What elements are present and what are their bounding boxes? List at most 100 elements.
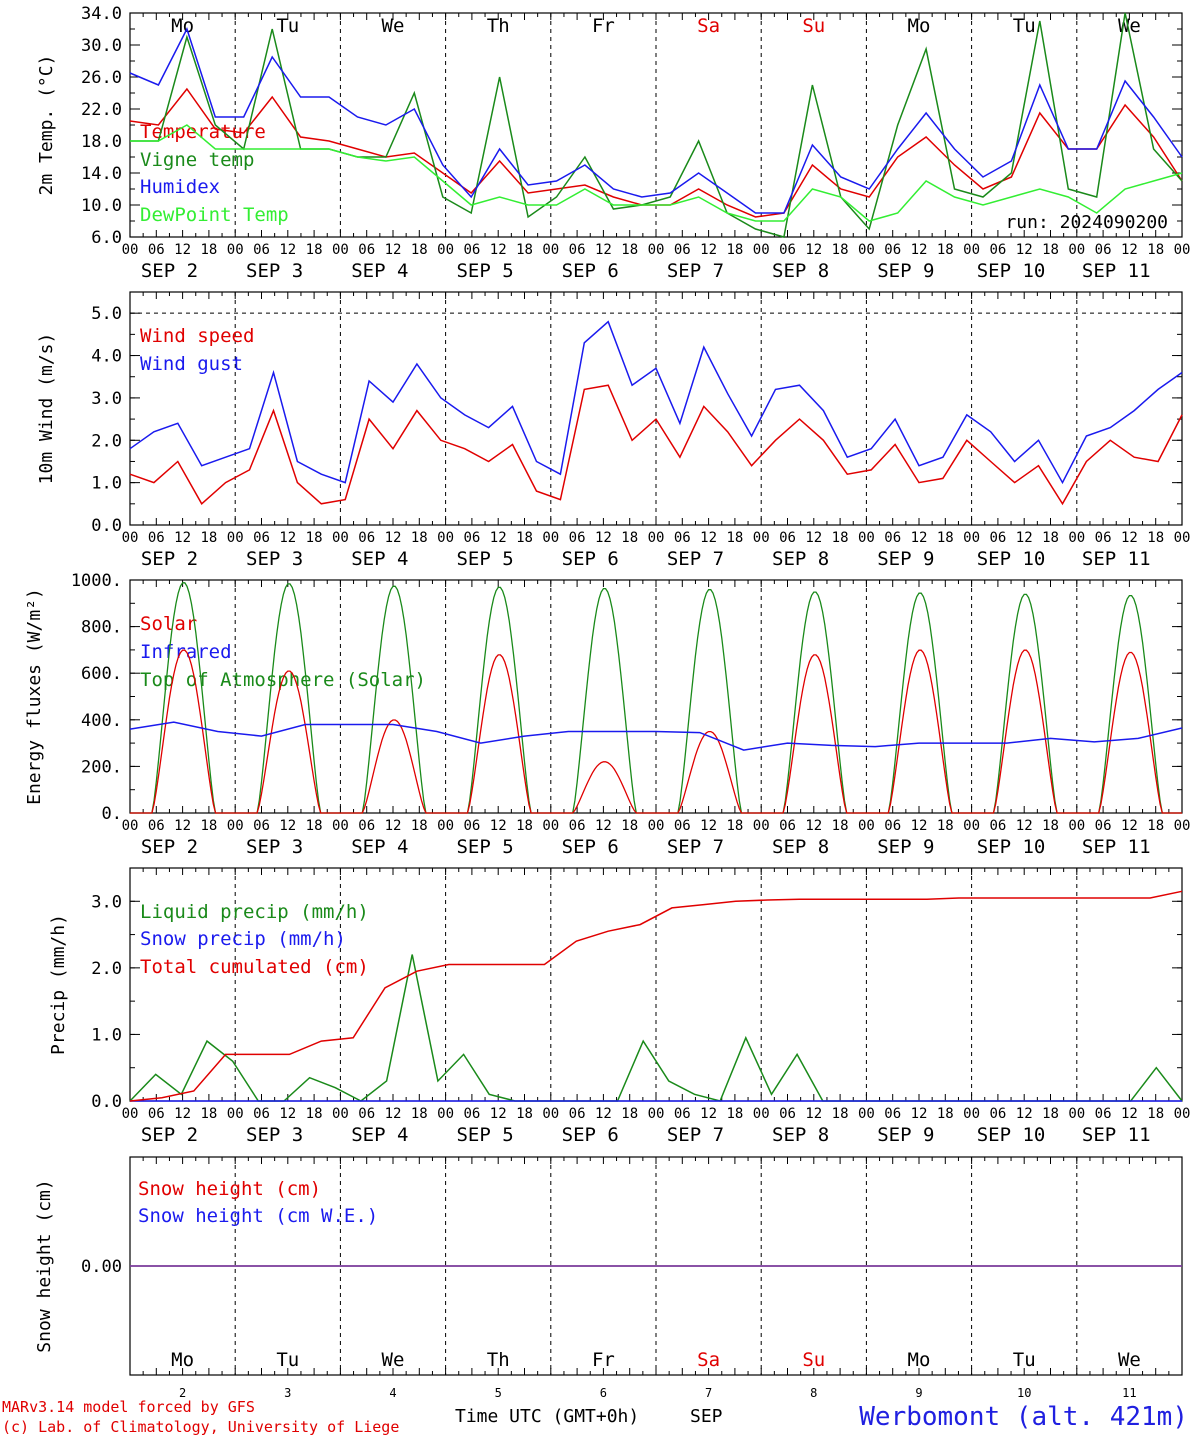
date-label: SEP 8 — [772, 1124, 829, 1146]
day-number: 5 — [495, 1386, 502, 1400]
hour-label: 00 — [542, 818, 559, 834]
weekday-label-top: Tu — [276, 15, 299, 37]
hour-label: 18 — [937, 530, 954, 546]
hour-label: 18 — [621, 530, 638, 546]
date-label: SEP 11 — [1082, 836, 1151, 858]
hour-label: 06 — [674, 530, 691, 546]
hour-label: 06 — [569, 242, 586, 258]
hour-label: 00 — [437, 242, 454, 258]
legend-snow-precip-mm-h-: Snow precip (mm/h) — [140, 928, 346, 950]
hour-label: 06 — [989, 818, 1006, 834]
y-tick-label: 200. — [81, 757, 122, 777]
weekday-label-bottom: Mo — [171, 1349, 194, 1371]
weekday-label-bottom: Tu — [276, 1349, 299, 1371]
weekday-label-bottom: We — [1118, 1349, 1141, 1371]
hour-label: 12 — [595, 530, 612, 546]
hour-label: 18 — [306, 530, 323, 546]
y-tick-label: 3.0 — [91, 892, 122, 912]
y-tick-label: 400. — [81, 711, 122, 731]
hour-label: 12 — [1016, 530, 1033, 546]
hour-label: 18 — [726, 530, 743, 546]
hour-label: 00 — [648, 530, 665, 546]
hour-label: 18 — [1042, 242, 1059, 258]
hour-label: 00 — [227, 818, 244, 834]
hour-label: 12 — [1016, 818, 1033, 834]
weekday-label-top: We — [382, 15, 405, 37]
hour-label: 06 — [569, 818, 586, 834]
y-tick-label: 0.0 — [91, 1092, 122, 1112]
date-label: SEP 9 — [877, 1124, 934, 1146]
hour-label: 18 — [1147, 1106, 1164, 1122]
hour-label: 18 — [1147, 530, 1164, 546]
legend-liquid-precip-mm-h-: Liquid precip (mm/h) — [140, 901, 369, 923]
weekday-label-top: Tu — [1013, 15, 1036, 37]
hour-label: 18 — [200, 242, 217, 258]
hour-label: 06 — [779, 1106, 796, 1122]
y-tick-label: 600. — [81, 664, 122, 684]
hour-label: 18 — [200, 818, 217, 834]
hour-label: 12 — [595, 818, 612, 834]
weekday-label-bottom: Sa — [697, 1349, 720, 1371]
series-line-solar — [130, 649, 1182, 814]
hour-label: 12 — [1016, 1106, 1033, 1122]
hour-label: 12 — [911, 818, 928, 834]
hour-label: 00 — [753, 818, 770, 834]
hour-label: 12 — [700, 242, 717, 258]
y-axis-label: Energy fluxes (W/m²) — [24, 588, 45, 805]
hour-label: 12 — [490, 818, 507, 834]
hour-label: 12 — [385, 818, 402, 834]
day-number: 2 — [179, 1386, 186, 1400]
hour-label: 00 — [963, 818, 980, 834]
hour-label: 12 — [490, 1106, 507, 1122]
hour-label: 18 — [832, 1106, 849, 1122]
y-tick-label: 34.0 — [81, 4, 122, 24]
hour-label: 00 — [1068, 530, 1085, 546]
date-label: SEP 8 — [772, 836, 829, 858]
date-label: SEP 2 — [141, 1124, 198, 1146]
run-label: run: 2024090200 — [1005, 212, 1168, 233]
hour-label: 12 — [174, 242, 191, 258]
legend-solar: Solar — [140, 613, 197, 635]
date-label: SEP 5 — [456, 260, 513, 282]
hour-label: 12 — [911, 242, 928, 258]
series-line-toa-solar — [130, 582, 1182, 814]
hour-label: 06 — [779, 818, 796, 834]
hour-label: 12 — [279, 242, 296, 258]
date-label: SEP 6 — [562, 260, 619, 282]
hour-label: 00 — [122, 242, 139, 258]
hour-label: 18 — [832, 818, 849, 834]
month-label: SEP — [690, 1406, 723, 1427]
hour-label: 18 — [200, 1106, 217, 1122]
hour-label: 12 — [279, 818, 296, 834]
series-line-wind-gust — [129, 320, 1183, 485]
hour-label: 18 — [306, 818, 323, 834]
legend-snow-height-cm-: Snow height (cm) — [138, 1178, 321, 1200]
hour-label: 12 — [490, 530, 507, 546]
y-tick-label: 6.0 — [91, 228, 122, 248]
hour-label: 12 — [385, 1106, 402, 1122]
hour-label: 18 — [411, 530, 428, 546]
hour-label: 06 — [463, 818, 480, 834]
hour-label: 18 — [937, 242, 954, 258]
day-number: 3 — [284, 1386, 291, 1400]
hour-label: 06 — [253, 1106, 270, 1122]
legend-snow-height-cm-w-e-: Snow height (cm W.E.) — [138, 1205, 378, 1227]
hour-label: 12 — [911, 530, 928, 546]
date-label: SEP 9 — [877, 548, 934, 570]
hour-label: 00 — [332, 530, 349, 546]
hour-label: 12 — [805, 530, 822, 546]
day-number: 7 — [705, 1386, 712, 1400]
hour-label: 00 — [1174, 1106, 1191, 1122]
hour-label: 06 — [779, 242, 796, 258]
lab-credit: (c) Lab. of Climatology, University of L… — [2, 1418, 400, 1436]
hour-label: 00 — [1068, 1106, 1085, 1122]
hour-label: 06 — [779, 530, 796, 546]
hour-label: 18 — [516, 242, 533, 258]
hour-label: 00 — [332, 818, 349, 834]
legend-wind-gust: Wind gust — [140, 353, 243, 375]
weekday-label-top: Th — [487, 15, 510, 37]
hour-label: 12 — [805, 818, 822, 834]
hour-label: 18 — [832, 242, 849, 258]
y-axis-label: 10m Wind (m/s) — [36, 333, 57, 485]
y-tick-label: 4.0 — [91, 347, 122, 367]
